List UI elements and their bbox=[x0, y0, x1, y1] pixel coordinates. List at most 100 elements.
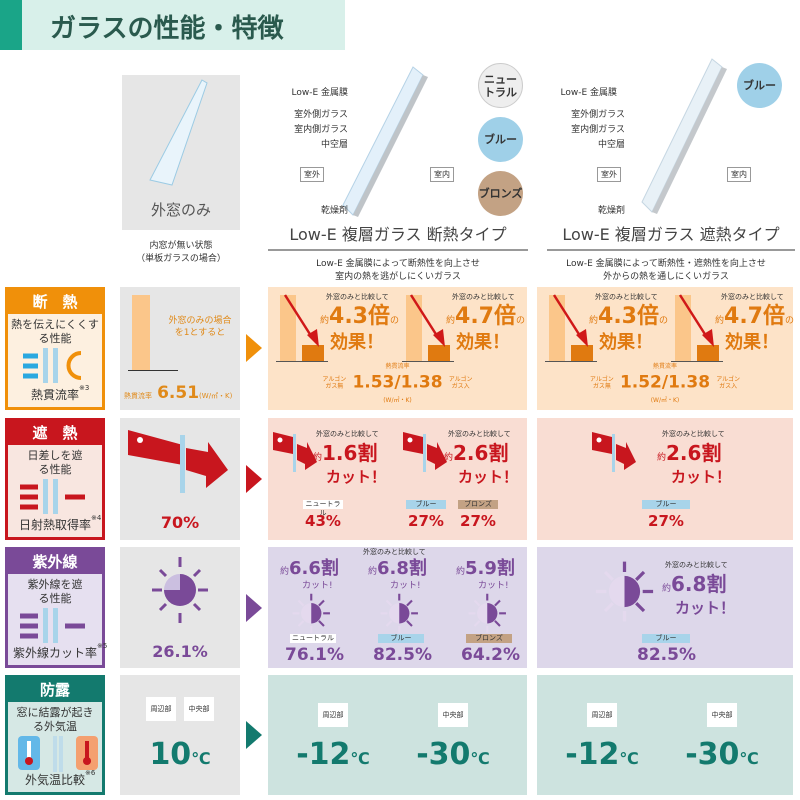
cut-ratio: 約5.9割 bbox=[456, 558, 515, 583]
arrow-right-icon bbox=[246, 594, 262, 622]
uv-sun-icon bbox=[380, 593, 418, 633]
bar-single bbox=[549, 295, 565, 361]
unit: ℃ bbox=[470, 749, 490, 768]
sunlight-arrow-icon bbox=[128, 430, 228, 493]
edge-temp: -12℃ bbox=[552, 737, 652, 772]
compare-text: 外窓のみと比較して bbox=[595, 293, 658, 301]
foot-note: ※6 bbox=[85, 769, 96, 777]
cut-ratio: 約2.6割 bbox=[444, 442, 508, 470]
argon-yes: アルゴンガス入 bbox=[716, 375, 741, 390]
cut-text: カット! bbox=[478, 581, 509, 591]
value: -30 bbox=[416, 737, 471, 772]
cut-text: カット！ bbox=[671, 468, 732, 486]
rate-value: 64.2% bbox=[461, 645, 520, 665]
col3-desc-2: 外からの熱を通しにくいガラス bbox=[603, 272, 729, 282]
effect-ratio: 約4.3倍の bbox=[320, 304, 399, 334]
value: -12 bbox=[565, 737, 620, 772]
col3-desc-1: Low-E 金属膜によって断熱性・遮熱性を向上させ bbox=[566, 259, 766, 269]
sunlight-arrow-icon bbox=[403, 432, 447, 472]
uv-sun-icon bbox=[152, 557, 208, 623]
rate-value: 76.1% bbox=[285, 645, 344, 665]
u-value: アルゴンガス無 1.52/1.38 アルゴンガス入 bbox=[537, 371, 793, 394]
single-insulation: 外窓のみの場合を1とすると 熱貫流率 6.51(W/㎡・K) bbox=[120, 287, 240, 410]
uv-sun-icon bbox=[468, 593, 506, 633]
col2-title: Low-E 複層ガラス 断熱タイプ bbox=[268, 221, 528, 251]
col3-header: Low-E 金属膜 室外側ガラス 室内側ガラス 中空層 室外 室内 乾燥剤 ブル… bbox=[537, 55, 795, 251]
value: -30 bbox=[685, 737, 740, 772]
u-label: 熱貫流率 bbox=[385, 363, 410, 370]
title-stripe bbox=[0, 0, 22, 50]
bar-lowe bbox=[302, 345, 324, 361]
suffix: の bbox=[516, 316, 526, 326]
ratio: 4.7倍 bbox=[455, 304, 516, 329]
down-arrow-icon bbox=[283, 294, 319, 347]
title-bar bbox=[0, 0, 345, 50]
argon-yes: アルゴンガス入 bbox=[448, 375, 473, 390]
effect-text: 効果！ bbox=[599, 332, 653, 353]
thermometer-icon bbox=[18, 736, 98, 772]
col3-insulation: 外窓のみと比較して 約4.3倍の 効果！ 外窓のみと比較して 約4.7倍の 効果… bbox=[537, 287, 794, 410]
row-desc: 日差しを遮る性能 bbox=[27, 449, 83, 476]
color-bronze: ブロンズ bbox=[478, 171, 523, 216]
col2-insulation: 外窓のみと比較して 約4.3倍の 効果！ 外窓のみと比較して 約4.7倍の 効果… bbox=[268, 287, 527, 410]
label-outside: 室外 bbox=[300, 167, 324, 182]
value: 1.52/1.38 bbox=[619, 372, 711, 393]
row-head: 遮 熱 bbox=[8, 421, 102, 445]
rate-value: 82.5% bbox=[637, 645, 696, 665]
label-lowe: Low-E 金属膜 bbox=[560, 88, 617, 98]
ratio: 6.8割 bbox=[671, 572, 727, 596]
ratio: 5.9割 bbox=[465, 558, 515, 579]
row-foot: 熱貫流率 ※3 bbox=[5, 384, 105, 403]
row-label-dew: 防露 窓に結露が起きる外気温 外気温比較 ※6 bbox=[5, 675, 105, 795]
row-label-uv: 紫外線 紫外線を遮る性能 紫外線カット率 ※5 bbox=[5, 547, 107, 668]
compare-text: 外窓のみと比較して bbox=[452, 293, 515, 301]
down-arrow-icon bbox=[678, 294, 714, 347]
effect-text: 効果！ bbox=[725, 332, 779, 353]
about: 約 bbox=[280, 567, 290, 577]
cut-ratio: 約6.6割 bbox=[280, 558, 339, 583]
center-temp: -30℃ bbox=[403, 737, 503, 772]
argon-no: アルゴンガス無 bbox=[589, 375, 614, 390]
heat-flow-icon bbox=[23, 348, 82, 383]
about: 約 bbox=[313, 453, 323, 463]
effect-ratio: 約4.3倍の bbox=[589, 304, 668, 334]
single-text: 外窓のみの場合を1とすると bbox=[168, 316, 232, 338]
col3-shading: 外窓のみと比較して 約2.6割 カット！ ブルー 27% bbox=[537, 418, 793, 540]
row-head: 断 熱 bbox=[8, 290, 102, 314]
baseline bbox=[671, 361, 723, 362]
ratio: 6.8割 bbox=[377, 558, 427, 579]
cut-text: カット! bbox=[390, 581, 421, 591]
effect-ratio: 約4.7倍の bbox=[446, 304, 525, 334]
bar-single bbox=[675, 295, 691, 361]
arrow-right-icon bbox=[246, 721, 262, 749]
bar-single bbox=[406, 295, 422, 361]
col2-header: Low-E 金属膜 室外側ガラス 室内側ガラス 中空層 室外 室内 乾燥剤 ニュ… bbox=[268, 55, 528, 251]
row-label-shading: 遮 熱 日差しを遮る性能 日射熱取得率 ※4 bbox=[5, 418, 105, 540]
col2-shading: 外窓のみと比較して 約1.6割 カット！ 外窓のみと比較して 約2.6割 カット！ ニュート… bbox=[268, 418, 527, 540]
color-blue: ブルー bbox=[478, 117, 523, 162]
label-dry: 乾燥剤 bbox=[597, 206, 625, 216]
down-arrow-icon bbox=[552, 294, 588, 347]
col3-desc: Low-E 金属膜によって断熱性・遮熱性を向上させ 外からの熱を通しにくいガラス bbox=[537, 258, 795, 284]
compare-text: 外窓のみと比較して bbox=[662, 430, 725, 438]
argon-no: アルゴンガス無 bbox=[322, 375, 347, 390]
single-value: 70% bbox=[160, 513, 200, 532]
single-glass-icon bbox=[149, 79, 208, 186]
label-inner: 室内側ガラス bbox=[294, 125, 348, 135]
ratio: 2.6割 bbox=[453, 441, 509, 465]
sunlight-arrow-icon bbox=[592, 432, 636, 472]
col2-desc-2: 室内の熱を逃がしにくいガラス bbox=[335, 272, 461, 282]
unit: (W/㎡・K) bbox=[199, 392, 233, 400]
cut-text: カット！ bbox=[675, 599, 736, 617]
suffix: の bbox=[659, 316, 669, 326]
effect-ratio: 約4.7倍の bbox=[715, 304, 794, 334]
color-tag: ブルー bbox=[642, 634, 690, 643]
foot-note: ※4 bbox=[91, 514, 102, 522]
row-head: 防露 bbox=[8, 678, 102, 702]
about: 約 bbox=[657, 453, 667, 463]
color-blue: ブルー bbox=[737, 63, 782, 108]
color-tag: ブロンズ bbox=[458, 500, 498, 509]
foot-text: 日射熱取得率 bbox=[18, 518, 91, 532]
about: 約 bbox=[456, 567, 466, 577]
value: 10 bbox=[149, 737, 192, 772]
